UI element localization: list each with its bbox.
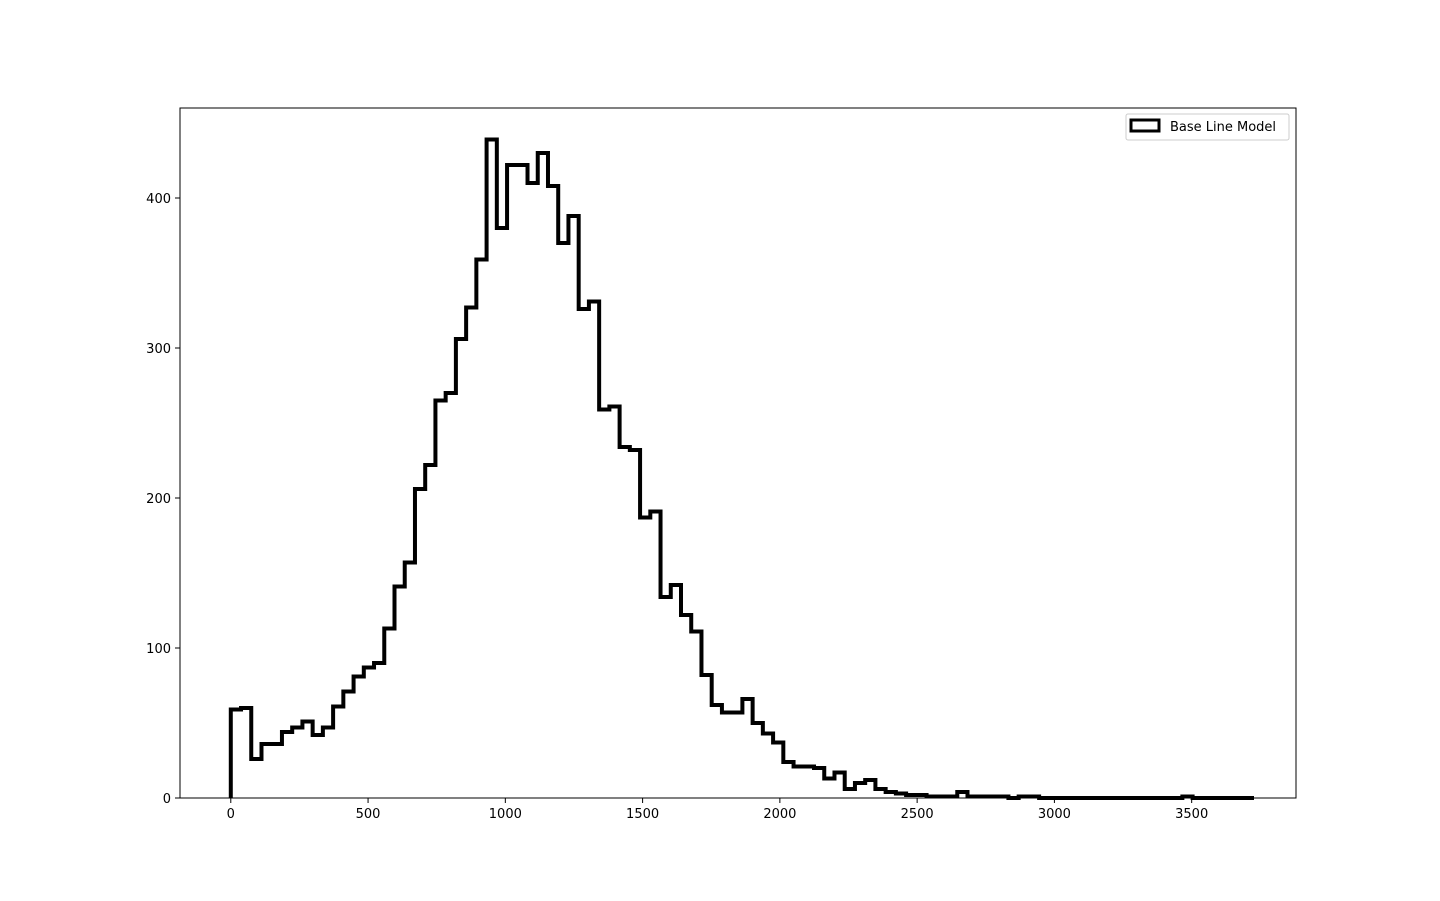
y-tick-label: 200 xyxy=(146,492,171,507)
plot-frame xyxy=(179,107,1297,799)
legend-frame xyxy=(1125,113,1290,141)
x-tick-label: 3000 xyxy=(1038,807,1071,822)
x-tick-label: 2500 xyxy=(901,807,934,822)
legend-swatch xyxy=(1129,118,1161,133)
x-tick-label: 0 xyxy=(227,807,235,822)
x-tick-label: 3500 xyxy=(1175,807,1208,822)
x-tick-label: 2000 xyxy=(763,807,796,822)
y-tick-label: 0 xyxy=(163,792,171,807)
y-tick-label: 100 xyxy=(146,642,171,657)
legend: Base Line Model xyxy=(1125,113,1290,141)
legend-label: Base Line Model xyxy=(1170,120,1276,135)
plot-background xyxy=(180,108,1296,798)
x-axis: 0 500 1000 1500 2000 2500 3000 3500 xyxy=(227,798,1208,822)
y-axis: 0 100 200 300 400 xyxy=(146,192,180,807)
y-tick-label: 300 xyxy=(146,342,171,357)
x-tick-label: 1500 xyxy=(626,807,659,822)
histogram-step-line xyxy=(228,137,1254,800)
y-tick-label: 400 xyxy=(146,192,171,207)
x-tick-label: 500 xyxy=(356,807,381,822)
x-tick-label: 1000 xyxy=(489,807,522,822)
